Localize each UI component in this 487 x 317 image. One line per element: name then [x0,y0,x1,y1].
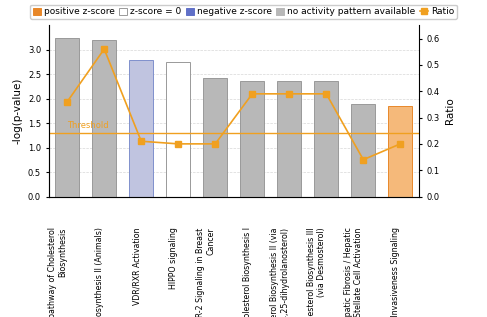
Y-axis label: Ratio: Ratio [445,98,455,124]
Text: Cholesterol Biosynthesis I: Cholesterol Biosynthesis I [244,227,252,317]
Text: Cholesterol Biosynthesis III
(via Desmosterol): Cholesterol Biosynthesis III (via Desmos… [307,227,326,317]
Text: VDR/RXR Activation: VDR/RXR Activation [132,227,141,305]
Text: Glioma Invasiveness Signaling: Glioma Invasiveness Signaling [392,227,400,317]
Y-axis label: -log(p-value): -log(p-value) [12,78,22,144]
Text: Cholesterol Biosynthesis II (via
24,25-dihydrolanosterol): Cholesterol Biosynthesis II (via 24,25-d… [270,227,289,317]
Legend: positive z-score, z-score = 0, negative z-score, no activity pattern available, : positive z-score, z-score = 0, negative … [30,4,457,19]
Bar [388,106,412,197]
Text: HIPPO signaling: HIPPO signaling [169,227,178,289]
Bar [129,60,153,197]
Bar [92,40,116,197]
Bar [277,81,301,197]
Bar [166,62,190,197]
Text: Oleate Biosynthesis II (Animals): Oleate Biosynthesis II (Animals) [95,227,104,317]
Bar [351,104,375,197]
Bar [314,81,338,197]
Bar [203,78,227,197]
Text: HER-2 Signaling in Breast
Cancer: HER-2 Signaling in Breast Cancer [196,227,215,317]
Bar [240,81,264,197]
Text: Threshold: Threshold [67,121,109,130]
Text: Hepatic Fibrosis / Hepatic
Stellate Cell Activation: Hepatic Fibrosis / Hepatic Stellate Cell… [344,227,363,317]
Bar [55,38,79,197]
Text: Superpathway of Cholesterol
Biosynthesis: Superpathway of Cholesterol Biosynthesis [48,227,67,317]
